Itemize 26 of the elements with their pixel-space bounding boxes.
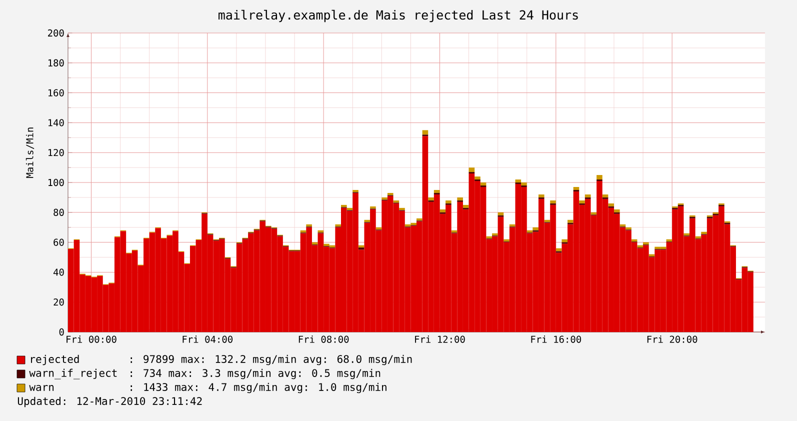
x-tick-label: Fri 00:00 (66, 336, 116, 343)
x-tick-label: Fri 12:00 (415, 336, 465, 343)
y-axis-title: Mails/Min (26, 128, 34, 178)
y-tick-label: 160 (48, 89, 64, 96)
y-tick-label: 140 (48, 119, 64, 126)
y-tick-label: 20 (54, 298, 64, 306)
y-tick-label: 100 (48, 178, 64, 186)
y-tick-label: 200 (48, 29, 64, 37)
text: : 1433 max: 4.7 msg/min avg: 1.0 msg/min (130, 382, 386, 394)
chart-title: mailrelay.example.de Mais rejected Last 24 Hours (218, 10, 578, 22)
text: : 734 max: 3.3 msg/min avg: 0.5 msg/min (130, 368, 380, 380)
y-tick-label: 120 (48, 149, 64, 156)
x-tick-label: Fri 04:00 (182, 336, 233, 343)
y-tick-label: 80 (54, 208, 64, 216)
x-tick-label: Fri 20:00 (647, 336, 698, 343)
text: Updated: 12-Mar-2010 23:11:42 (18, 396, 202, 408)
text: : 97899 max: 132.2 msg/min avg: 68.0 msg/min (130, 354, 412, 366)
legend-label: warn (29, 384, 54, 392)
x-tick-label: Fri 08:00 (298, 336, 349, 343)
legend-label: warn_if_reject (29, 368, 117, 380)
y-tick-label: 40 (54, 268, 64, 276)
x-tick-label: Fri 16:00 (531, 336, 582, 343)
y-tick-label: 60 (54, 238, 64, 246)
y-tick-label: 0 (59, 328, 64, 336)
legend-label: rejected (31, 354, 79, 366)
y-tick-label: 180 (48, 59, 64, 66)
